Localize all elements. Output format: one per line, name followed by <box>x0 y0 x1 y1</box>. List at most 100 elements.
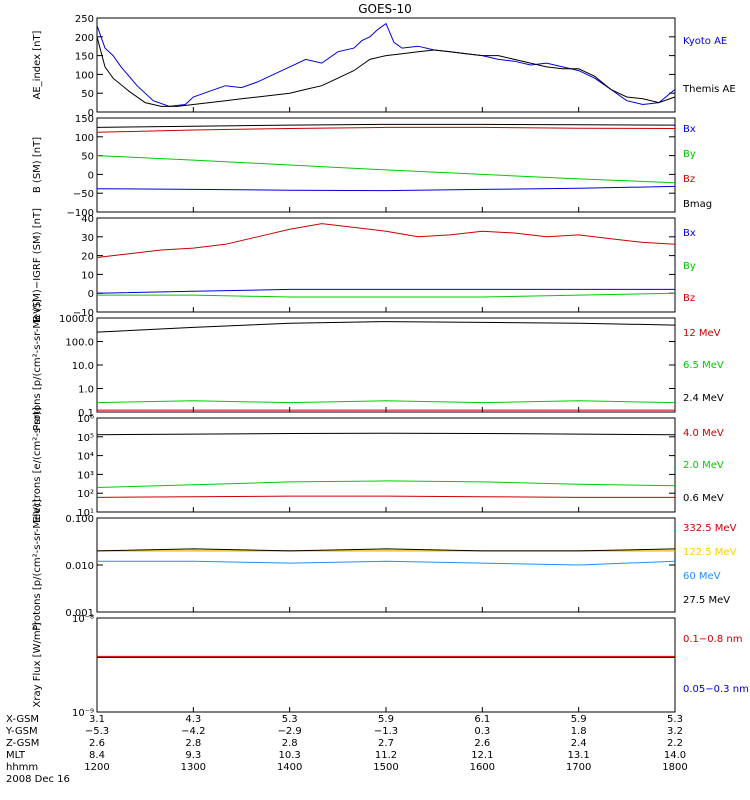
panel-7-ytick-label: 10⁻⁸ <box>72 614 94 625</box>
xaxis-tick-value: 0.3 <box>474 726 490 737</box>
panel-1-ylabel: AE_index [nT] <box>32 30 43 99</box>
xaxis-tick-value: 2.7 <box>378 738 394 749</box>
panel-1-ytick-label: 150 <box>75 52 94 63</box>
panel-3-ytick-label: 0 <box>88 289 94 300</box>
panel-7-ylabel: Xray Flux [W/m²] <box>32 622 43 707</box>
panel-3-series-line <box>96 223 676 258</box>
panel-2-series-line <box>96 185 676 192</box>
xaxis-tick-value: 3.1 <box>89 714 105 725</box>
panel-5-ytick-label: 10¹ <box>77 508 94 519</box>
panel-5-legend-label: 2.0 MeV <box>683 460 724 471</box>
panel-6-legend-label: 332.5 MeV <box>683 523 737 534</box>
panel-6-legend-label: 27.5 MeV <box>683 595 730 606</box>
panel-5-series-line <box>96 495 675 498</box>
panel-2-ytick-label: 150 <box>75 114 94 125</box>
xaxis-row-label: Y-GSM <box>5 726 38 737</box>
panel-5-series-line <box>96 432 676 436</box>
xaxis-tick-value: 13.1 <box>568 750 590 761</box>
xaxis-row-label: 2008 Dec 16 <box>6 774 70 785</box>
xaxis-tick-value: −5.3 <box>85 726 109 737</box>
panel-6-legend-label: 60 MeV <box>683 571 721 582</box>
xaxis-tick-value: 5.9 <box>378 714 394 725</box>
panel-2-ytick-label: −50 <box>73 189 94 200</box>
panel-4-legend-label: 6.5 MeV <box>683 360 724 371</box>
panel-2-ytick-label: −100 <box>67 208 94 219</box>
panel-2-legend-label: Bz <box>683 174 695 185</box>
panel-1-series-line <box>96 36 676 107</box>
xaxis-tick-value: 1.8 <box>571 726 587 737</box>
panel-4-legend-label: 12 MeV <box>683 328 721 339</box>
xaxis-tick-value: 1500 <box>373 762 398 773</box>
panel-4-ytick-label: 100.0 <box>65 338 94 349</box>
panel-3-ytick-label: 30 <box>81 233 94 244</box>
panel-4-series-line <box>96 321 676 333</box>
panel-1-frame <box>96 17 676 113</box>
panel-2-legend-label: Bx <box>683 124 696 135</box>
panel-1-ytick-label: 0 <box>88 108 94 119</box>
panel-1-ytick-label: 250 <box>75 14 94 25</box>
panel-1-legend-label: Kyoto AE <box>683 36 727 47</box>
panel-7-ytick-label: 10⁻⁹ <box>72 708 94 719</box>
panel-5-legend-label: 0.6 MeV <box>683 493 724 504</box>
xaxis-row-label: MLT <box>6 750 26 761</box>
panel-1-ytick-label: 50 <box>81 89 94 100</box>
xaxis-tick-value: 10.3 <box>279 750 301 761</box>
xaxis-row-label: hhmm <box>6 762 38 773</box>
panel-5-ytick-label: 10⁶ <box>77 414 94 425</box>
panel-4-ytick-label: 0.1 <box>78 408 94 419</box>
xaxis-tick-value: 2.2 <box>667 738 683 749</box>
panel-2-series-line <box>96 126 676 133</box>
xaxis-tick-value: −2.9 <box>278 726 302 737</box>
xaxis-tick-value: 1800 <box>662 762 687 773</box>
xaxis-tick-value: 14.0 <box>664 750 686 761</box>
panel-4-ytick-label: 1.0 <box>78 385 94 396</box>
xaxis-tick-value: 12.1 <box>471 750 493 761</box>
panel-1-series-line <box>96 22 676 107</box>
panel-2-ylabel: B (SM) [nT] <box>32 137 43 193</box>
panel-6-series-line <box>96 548 676 552</box>
panel-5-ytick-label: 10³ <box>77 470 94 481</box>
panel-3-ytick-label: 10 <box>81 270 94 281</box>
xaxis-tick-value: 2.6 <box>474 738 490 749</box>
xaxis-tick-value: 5.9 <box>571 714 587 725</box>
figure-title: GOES-10 <box>358 2 412 16</box>
xaxis-tick-value: 1600 <box>470 762 495 773</box>
panel-7-frame <box>96 617 676 713</box>
panel-6-ytick-label: 0.100 <box>65 514 94 525</box>
panel-5-series-line <box>96 480 676 488</box>
panel-7-legend-label: 0.1−0.8 nm <box>683 634 742 645</box>
xaxis-tick-value: 1300 <box>181 762 206 773</box>
panel-1-ytick-label: 200 <box>75 33 94 44</box>
panel-6-ytick-label: 0.001 <box>65 608 94 619</box>
xaxis-tick-value: 2.6 <box>89 738 105 749</box>
xaxis-tick-value: 8.4 <box>89 750 105 761</box>
panel-1-legend-label: Themis AE <box>682 84 736 95</box>
xaxis-tick-value: 3.2 <box>667 726 683 737</box>
panel-5-ytick-label: 10⁴ <box>77 452 94 463</box>
panel-3-legend-label: Bz <box>683 293 695 304</box>
panel-3-ytick-label: −10 <box>73 308 94 319</box>
panel-3-ytick-label: 40 <box>81 214 94 225</box>
panel-2-legend-label: Bmag <box>683 199 712 210</box>
panel-2-ytick-label: 0 <box>88 170 94 181</box>
panel-5-legend-label: 4.0 MeV <box>683 428 724 439</box>
xaxis-tick-value: 5.3 <box>667 714 683 725</box>
panel-4-frame <box>96 317 676 413</box>
xaxis-tick-value: 1200 <box>84 762 109 773</box>
xaxis-tick-value: 1700 <box>566 762 591 773</box>
xaxis-tick-value: 6.1 <box>474 714 490 725</box>
panel-4-legend-label: 2.4 MeV <box>683 393 724 404</box>
panel-3-frame <box>96 217 676 313</box>
panel-3-series-line <box>97 292 676 298</box>
xaxis-tick-value: −1.3 <box>374 726 398 737</box>
panel-7-legend-label: 0.05−0.3 nm <box>683 684 749 695</box>
panel-3-series-line <box>96 288 675 294</box>
xaxis-tick-value: 2.8 <box>282 738 298 749</box>
panel-4-ytick-label: 10.0 <box>72 361 94 372</box>
panel-2-frame <box>96 117 676 213</box>
panel-2-series-line <box>96 123 676 128</box>
panel-3-ytick-label: 20 <box>81 252 94 263</box>
panel-4-ylabel: Protons [p/(cm²-s-sr-MeV)] <box>32 299 43 431</box>
panel-4-series-line <box>96 400 676 404</box>
xaxis-tick-value: 9.3 <box>185 750 201 761</box>
